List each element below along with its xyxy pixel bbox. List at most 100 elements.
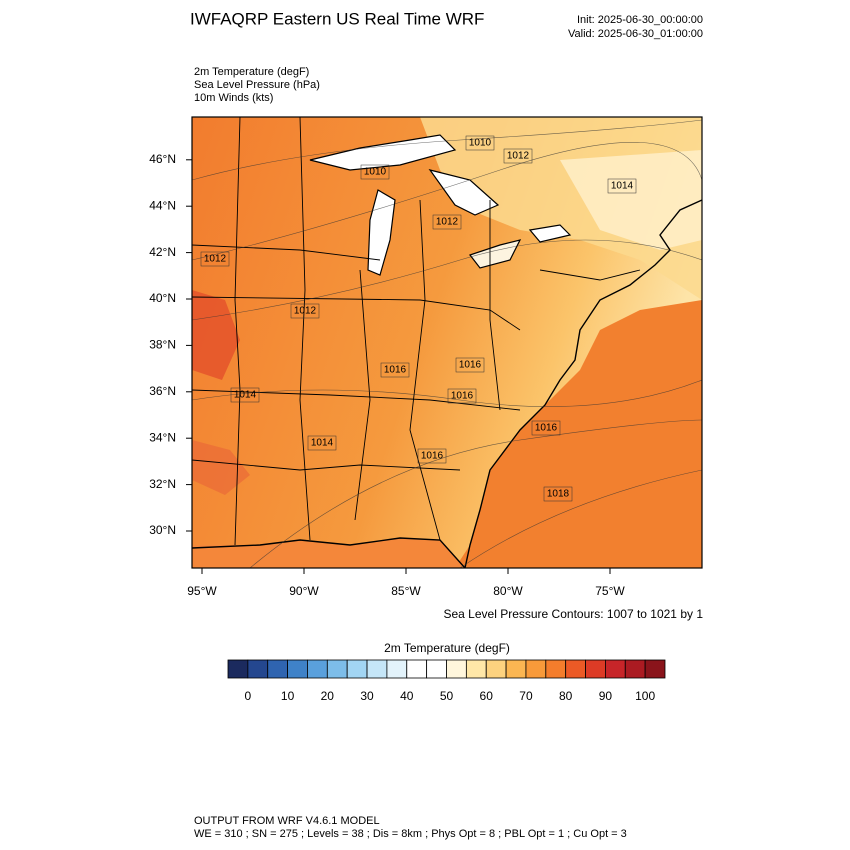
footer-line: WE = 310 ; SN = 275 ; Levels = 38 ; Dis … bbox=[194, 828, 627, 840]
contour-label-box bbox=[200, 251, 230, 267]
contour-label-box bbox=[465, 135, 495, 151]
lon-label: 85°W bbox=[391, 584, 421, 598]
contour-label-box bbox=[447, 388, 477, 404]
ocean bbox=[455, 300, 702, 568]
contour-label: 1012 bbox=[204, 254, 227, 265]
contour-label: 1012 bbox=[294, 306, 317, 317]
colorbar-box bbox=[465, 659, 487, 679]
title: IWFAQRP Eastern US Real Time WRF bbox=[190, 9, 484, 28]
lake bbox=[309, 134, 457, 171]
colorbar-box bbox=[326, 659, 348, 679]
colorbar-box bbox=[227, 659, 249, 679]
colorbar-title: 2m Temperature (degF) bbox=[384, 641, 510, 655]
contour-label: 1016 bbox=[384, 365, 407, 376]
colorbar-box bbox=[605, 659, 626, 679]
contour-label: 1012 bbox=[436, 217, 459, 228]
colorbar-tick-label: 10 bbox=[281, 689, 295, 703]
colorbar-box bbox=[644, 659, 666, 679]
warm-region bbox=[192, 290, 240, 380]
contour-label: 1014 bbox=[311, 438, 334, 449]
colorbar-box bbox=[406, 659, 428, 679]
colorbar-box bbox=[565, 659, 586, 679]
contour-label-box bbox=[455, 357, 485, 373]
lat-label: 46°N bbox=[149, 152, 176, 166]
colorbar-tick-label: 100 bbox=[635, 689, 655, 703]
colorbar-tick-label: 0 bbox=[245, 689, 252, 703]
footer-line: OUTPUT FROM WRF V4.6.1 MODEL bbox=[194, 815, 380, 827]
valid-time: Valid: 2025-06-30_01:00:00 bbox=[568, 28, 703, 40]
lat-label: 32°N bbox=[149, 477, 176, 491]
contour-label-box bbox=[307, 435, 337, 451]
colorbar-box bbox=[525, 659, 547, 679]
colorbar-box bbox=[545, 659, 567, 679]
contour-label: 1010 bbox=[364, 167, 387, 178]
lon-label: 75°W bbox=[595, 584, 625, 598]
colorbar-box bbox=[624, 659, 646, 679]
lat-label: 36°N bbox=[149, 384, 176, 398]
contour-label: 1016 bbox=[459, 360, 482, 371]
colorbar-box bbox=[505, 659, 527, 679]
contour-label: 1010 bbox=[469, 138, 492, 149]
warm-region bbox=[192, 440, 250, 495]
contour-label-box bbox=[417, 448, 447, 464]
init-time: Init: 2025-06-30_00:00:00 bbox=[577, 14, 703, 26]
lake bbox=[428, 169, 500, 216]
pressure-contours bbox=[192, 119, 702, 568]
contour-label-box bbox=[230, 387, 260, 403]
contour-label-box bbox=[607, 178, 637, 194]
contour-label: 1016 bbox=[451, 391, 474, 402]
colorbar-box bbox=[446, 659, 467, 679]
contour-label: 1014 bbox=[611, 181, 634, 192]
colorbar-box bbox=[287, 659, 308, 679]
colorbar-tick-label: 80 bbox=[559, 689, 573, 703]
lon-label: 95°W bbox=[187, 584, 217, 598]
contour-label: 1018 bbox=[547, 489, 570, 500]
colorbar-box bbox=[426, 659, 447, 679]
contour-label-box bbox=[380, 362, 410, 378]
colorbar-box bbox=[346, 659, 368, 679]
map: 1010 1012 1010 1014 1012 1012 1012 1014 1014 1016… bbox=[192, 117, 702, 568]
contour-note: Sea Level Pressure Contours: 1007 to 102… bbox=[444, 607, 704, 621]
field-label: 2m Temperature (degF) bbox=[194, 66, 309, 78]
lon-label: 80°W bbox=[493, 584, 523, 598]
colorbar-box bbox=[267, 659, 288, 679]
colorbar-box bbox=[386, 659, 408, 679]
lat-label: 44°N bbox=[149, 198, 176, 212]
colorbar-box bbox=[307, 659, 328, 679]
colorbar-box bbox=[247, 659, 269, 679]
contour-label: 1012 bbox=[507, 151, 530, 162]
lon-label: 90°W bbox=[289, 584, 319, 598]
colorbar-tick-label: 40 bbox=[400, 689, 414, 703]
contour-label-box bbox=[432, 214, 462, 230]
contour-label-box bbox=[543, 486, 573, 502]
contour-label: 1016 bbox=[535, 423, 558, 434]
colorbar-tick-label: 90 bbox=[599, 689, 613, 703]
colorbar-tick-label: 30 bbox=[360, 689, 374, 703]
lake bbox=[367, 189, 396, 276]
lat-label: 38°N bbox=[149, 338, 176, 352]
contour-label-box bbox=[531, 420, 561, 436]
colorbar-tick-label: 70 bbox=[519, 689, 533, 703]
map-frame bbox=[191, 116, 703, 569]
contour-label-box bbox=[290, 303, 320, 319]
contour-label: 1014 bbox=[234, 390, 257, 401]
lake bbox=[528, 224, 572, 243]
state-borders bbox=[192, 117, 641, 546]
contour-label-box bbox=[360, 164, 390, 180]
field-label: 10m Winds (kts) bbox=[194, 92, 273, 104]
lat-label: 34°N bbox=[149, 430, 176, 444]
colorbar-box bbox=[485, 659, 507, 679]
contour-label: 1016 bbox=[421, 451, 444, 462]
lat-label: 40°N bbox=[149, 291, 176, 305]
cool-region bbox=[560, 150, 702, 250]
field-label: Sea Level Pressure (hPa) bbox=[194, 79, 320, 91]
colorbar-tick-label: 50 bbox=[440, 689, 454, 703]
coastline bbox=[464, 199, 702, 568]
colorbar-box bbox=[366, 659, 388, 679]
lat-label: 42°N bbox=[149, 245, 176, 259]
lat-label: 30°N bbox=[149, 523, 176, 537]
colorbar-box bbox=[585, 659, 606, 679]
colorbar-tick-label: 20 bbox=[321, 689, 335, 703]
colorbar-tick-label: 60 bbox=[480, 689, 494, 703]
